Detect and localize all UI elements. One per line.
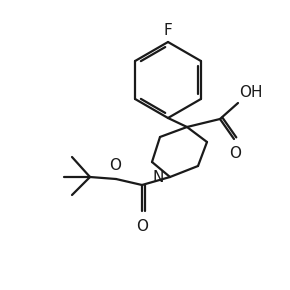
Text: O: O — [109, 158, 121, 173]
Text: O: O — [136, 219, 148, 234]
Text: O: O — [229, 146, 241, 161]
Text: F: F — [164, 23, 172, 38]
Text: OH: OH — [239, 85, 262, 100]
Text: N: N — [153, 171, 164, 186]
